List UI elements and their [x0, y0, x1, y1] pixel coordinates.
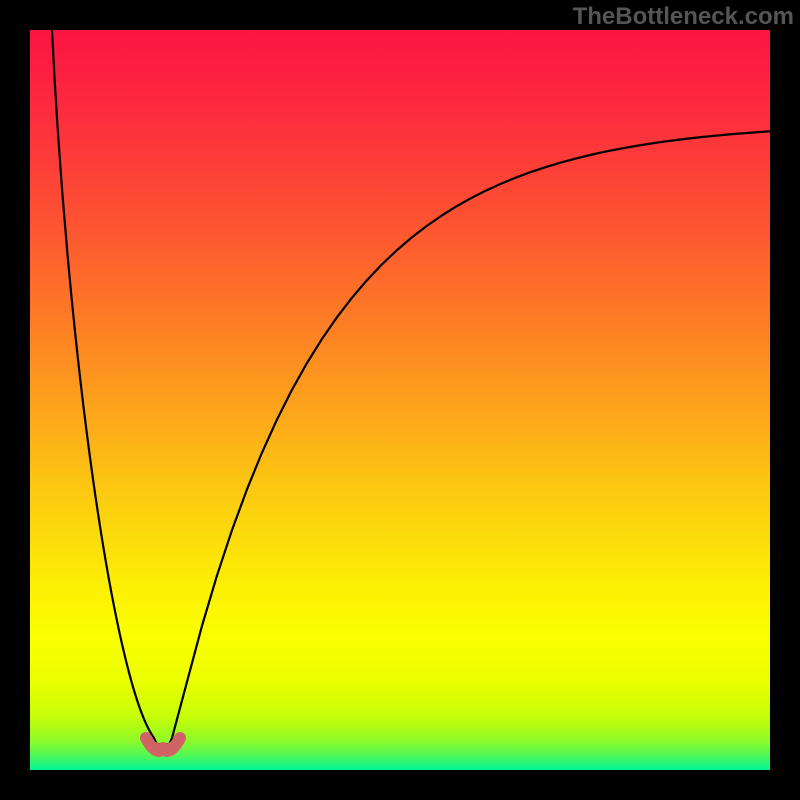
plot-svg — [30, 30, 770, 770]
figure-root: TheBottleneck.com — [0, 0, 800, 800]
watermark-text: TheBottleneck.com — [573, 3, 794, 31]
gradient-background — [30, 30, 770, 770]
plot-area — [30, 30, 770, 770]
